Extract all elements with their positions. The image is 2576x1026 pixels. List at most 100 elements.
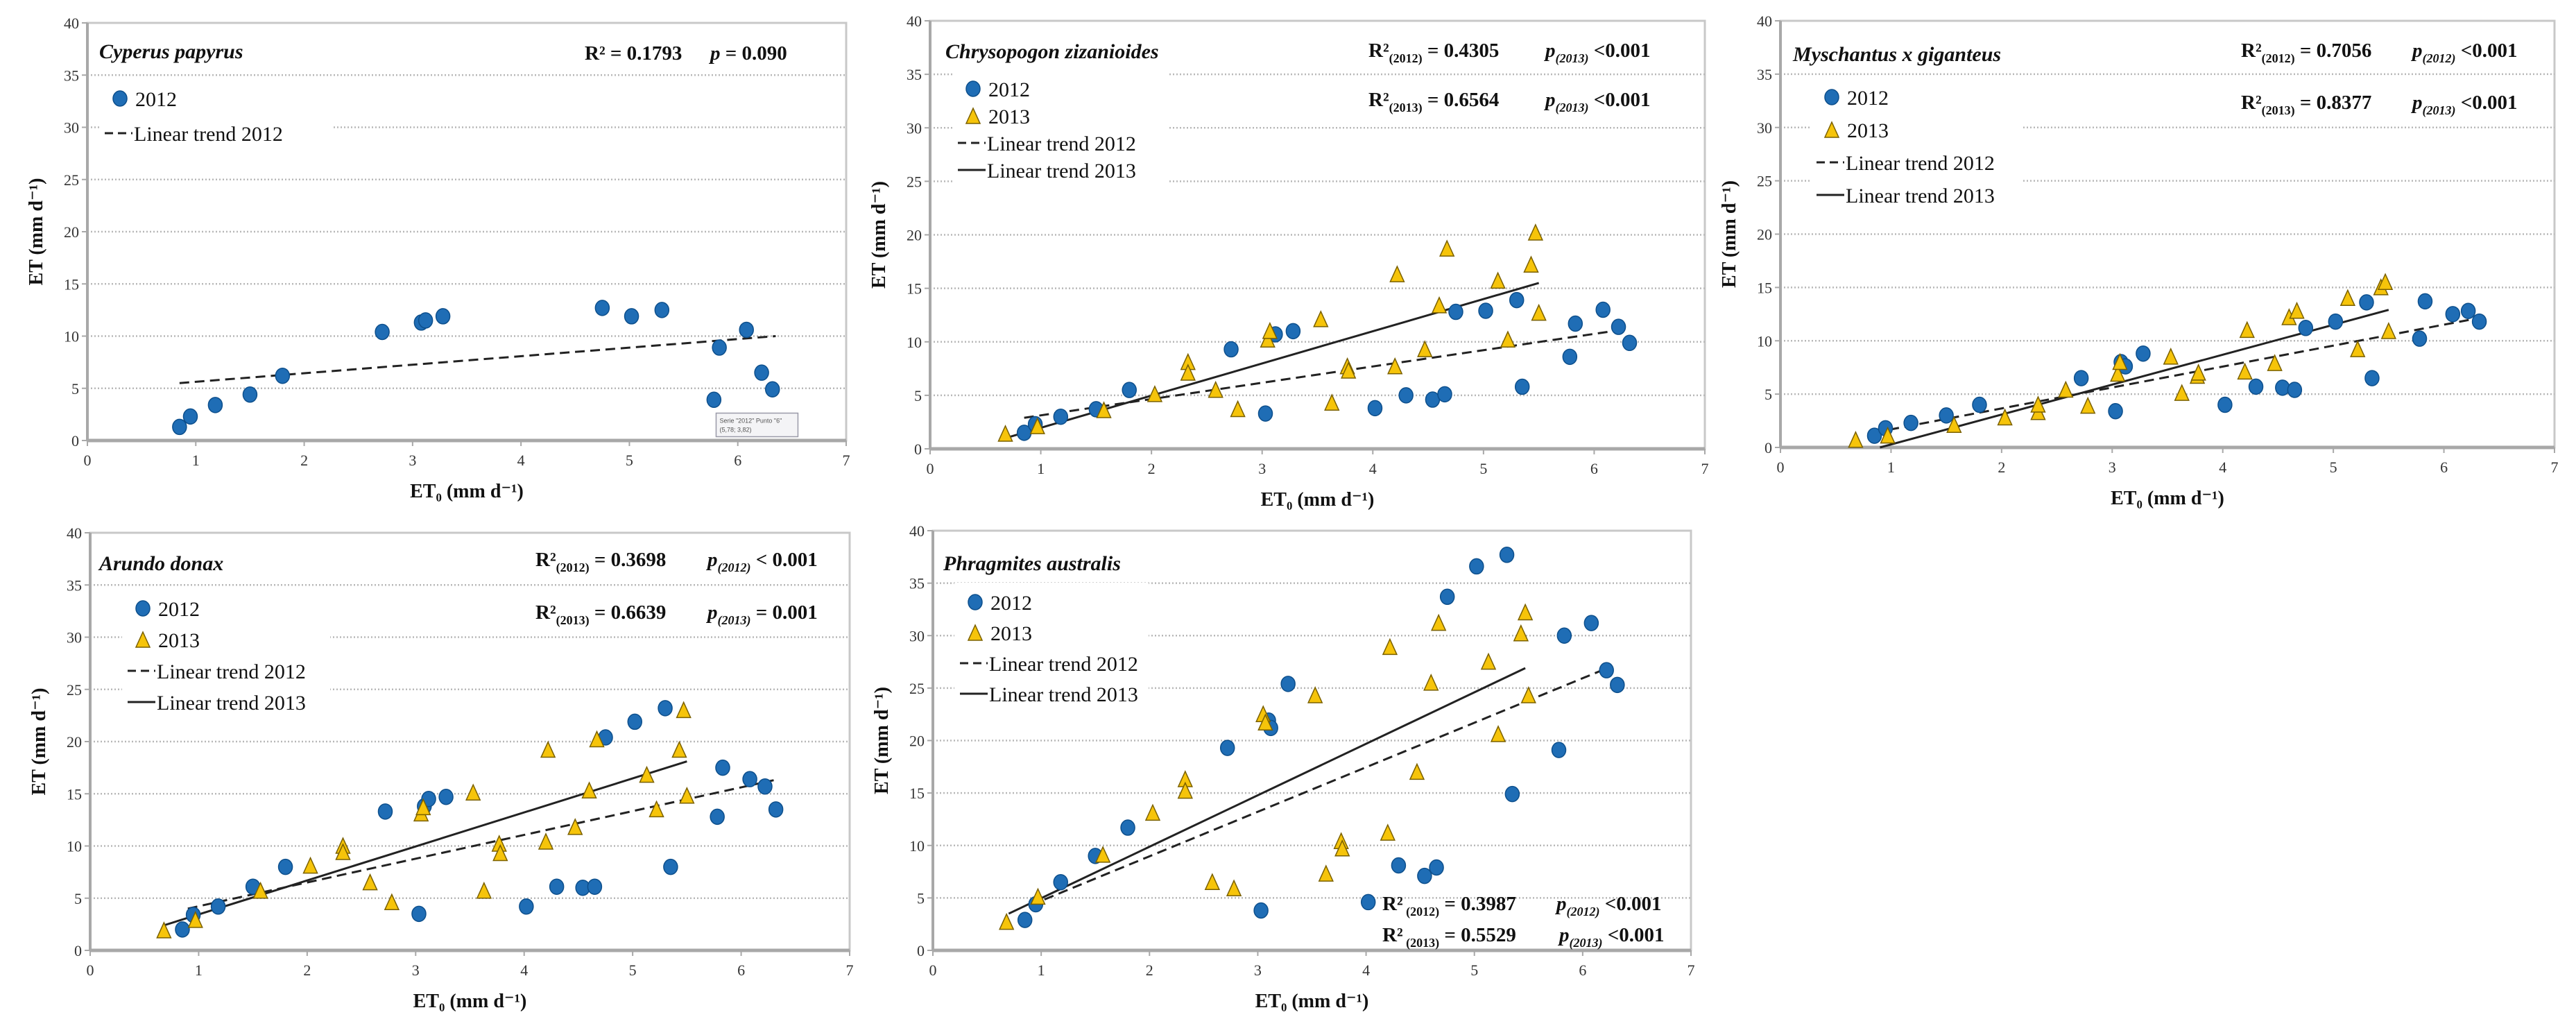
x-tick-label: 1 [192,452,200,469]
data-point-2013 [2110,364,2126,382]
p-symbol: p [1543,89,1556,111]
data-point-2013 [1520,686,1536,703]
y-tick-label: 15 [1757,279,1772,296]
data-point-2012 [1439,588,1455,606]
y-tick-label: 15 [907,280,922,298]
y-tick-label: 30 [67,629,82,647]
data-point-2012 [207,397,223,413]
data-point-2013 [2350,340,2366,357]
data-point-2012 [2460,302,2476,319]
y-tick-label: 35 [67,576,82,594]
y-tick-label: 30 [1757,119,1772,137]
y-tick-label: 10 [907,334,922,351]
x-tick-label: 1 [1887,459,1895,476]
data-point-2012 [242,386,258,403]
p-symbol: p [1554,893,1567,915]
data-point-2013 [2289,301,2305,319]
data-point-2012 [2364,370,2380,386]
p-value: <0.001 [1600,893,1662,915]
r-squared-annotation: R²(2013) = 0.8377 [2241,92,2371,118]
legend-label: Linear trend 2012 [989,653,1138,676]
data-point-2012 [764,381,780,398]
data-point-2013 [1208,380,1223,398]
data-point-2013 [1490,271,1506,289]
legend-label: Linear trend 2013 [989,683,1138,706]
x-tick-label: 2 [300,452,308,469]
data-point-2012 [1610,676,1625,694]
legend-label: Linear trend 2012 [134,123,283,146]
legend-item: 2012 [968,592,1032,615]
legend-triangle-icon [967,624,984,641]
trend-line-2013 [163,760,687,927]
data-point-2013 [2174,384,2190,401]
y-tick-label: 35 [1757,66,1772,83]
data-point-2013 [1334,839,1350,857]
data-point-2013 [1147,385,1163,402]
p-value: = 0.001 [751,601,818,624]
x-tick-label: 3 [1258,460,1266,477]
legend-item: Linear trend 2013 [958,160,1136,182]
data-point-2012 [377,803,393,820]
data-point-2013 [1341,361,1357,379]
x-axis-label: ET₀ (mm d⁻¹) [413,991,527,1012]
data-point-2013 [1382,638,1398,656]
r2-subscript: (2013) [2262,103,2295,118]
data-point-2013 [465,783,481,801]
data-point-2012 [438,789,454,805]
series-2012 [175,700,784,938]
data-point-2013 [1409,762,1425,780]
data-point-2012 [1448,303,1463,320]
r-squared-annotation: R²(2013) = 0.6639 [535,601,666,628]
x-tick-label: 6 [1590,460,1598,477]
legend-label: 2012 [990,592,1032,615]
p-value-annotation: p(2013) <0.001 [1543,89,1651,115]
legend-background [952,69,1167,201]
y-tick-label: 5 [914,387,922,404]
data-point-2012 [2412,330,2428,347]
y-axis-label: ET (mm d⁻¹) [871,687,893,794]
data-point-2013 [639,765,655,783]
r2-symbol: R² [2241,40,2262,62]
legend-item: 2012 [112,88,177,111]
legend: 2012 2013 Linear trend 2012 Linear trend 20… [1811,78,2023,223]
data-point-2013 [1204,873,1221,890]
data-point-2013 [1094,846,1111,863]
r-squared-annotation: R²(2012) = 0.3698 [535,549,666,575]
legend-item: Linear trend 2013 [128,692,306,715]
legend-background [954,583,1149,721]
r-squared-annotation: R²(2012) = 0.4305 [1368,40,1499,66]
x-tick-label: 1 [1038,961,1045,979]
y-tick-label: 40 [67,524,82,542]
y-tick-label: 10 [64,328,79,345]
data-point-2012 [2359,294,2374,311]
r2-symbol: R² [1382,893,1403,915]
data-point-2013 [1946,416,1962,433]
r2-value: = 0.3987 [1439,893,1516,915]
data-point-2013 [2267,354,2283,371]
x-tick-label: 7 [1701,460,1709,477]
data-point-2012 [712,339,727,356]
data-point-2012 [1622,334,1638,352]
data-point-2012 [1223,341,1239,358]
data-point-2013 [2239,320,2255,339]
data-point-2012 [627,713,643,730]
p-subscript: (2013) [718,613,751,628]
data-point-2012 [172,418,187,436]
data-point-2012 [277,858,293,875]
y-tick-label: 30 [907,119,922,137]
x-tick-label: 1 [1037,460,1045,477]
r2-symbol: R² [1368,89,1389,111]
data-point-2012 [2471,313,2487,330]
data-point-2012 [2287,382,2303,398]
data-point-2013 [1380,823,1396,841]
trend-line-2013 [1008,667,1526,915]
x-tick-label: 5 [1479,460,1487,477]
data-point-2013 [1523,255,1539,273]
data-point-2012 [175,921,190,938]
data-point-2012 [1398,387,1414,404]
y-tick-label: 25 [907,173,922,190]
x-axis-label: ET₀ (mm d⁻¹) [1255,991,1369,1012]
data-point-2013 [1513,624,1529,642]
x-tick-label: 6 [737,961,745,979]
data-point-2013 [415,798,431,816]
